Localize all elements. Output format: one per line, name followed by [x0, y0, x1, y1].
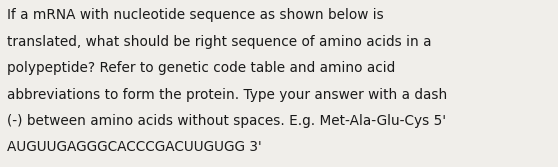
Text: translated, what should be right sequence of amino acids in a: translated, what should be right sequenc… — [7, 35, 431, 49]
Text: polypeptide? Refer to genetic code table and amino acid: polypeptide? Refer to genetic code table… — [7, 61, 395, 75]
Text: If a mRNA with nucleotide sequence as shown below is: If a mRNA with nucleotide sequence as sh… — [7, 8, 383, 22]
Text: AUGUUGAGGGCACCCGACUUGUGG 3': AUGUUGAGGGCACCCGACUUGUGG 3' — [7, 140, 261, 154]
Text: (-) between amino acids without spaces. E.g. Met-Ala-Glu-Cys 5': (-) between amino acids without spaces. … — [7, 114, 446, 128]
Text: abbreviations to form the protein. Type your answer with a dash: abbreviations to form the protein. Type … — [7, 88, 447, 102]
